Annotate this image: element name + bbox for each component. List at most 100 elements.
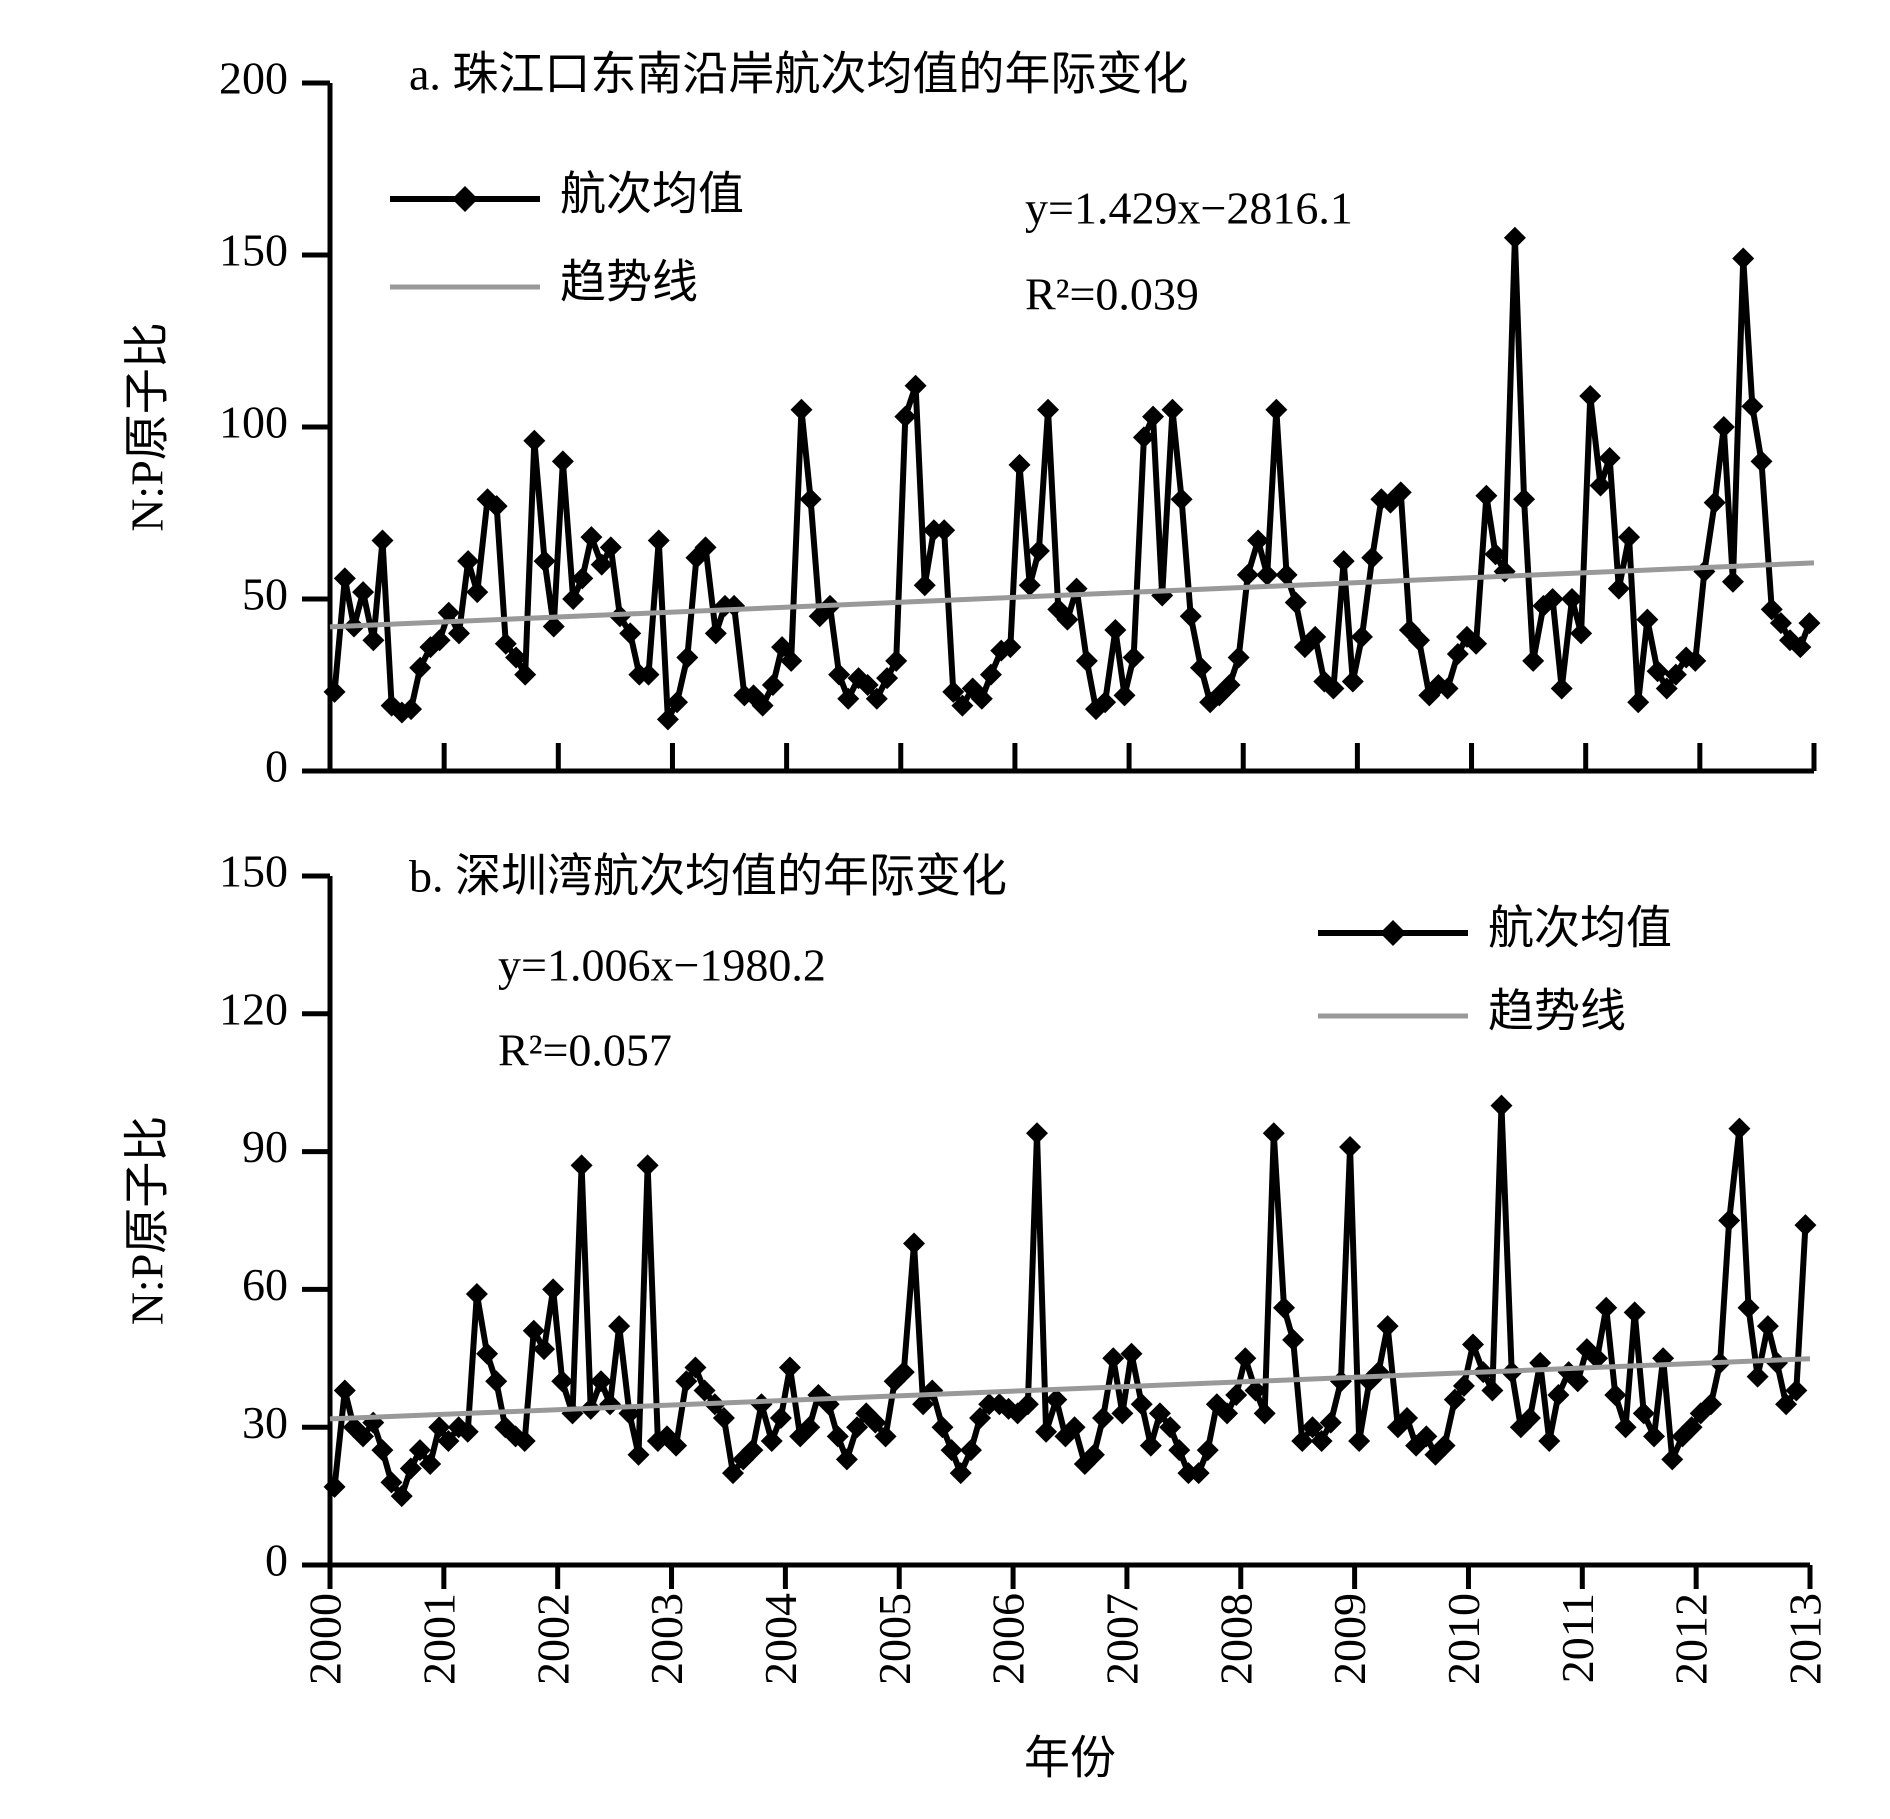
marker: [780, 649, 803, 672]
marker: [1589, 474, 1612, 497]
marker: [1728, 1117, 1751, 1140]
marker: [1319, 1411, 1342, 1434]
marker: [835, 1448, 858, 1471]
marker: [656, 708, 679, 731]
marker: [864, 1411, 887, 1434]
marker: [571, 567, 594, 590]
marker: [1008, 453, 1031, 476]
marker: [1322, 677, 1345, 700]
marker: [931, 1416, 954, 1439]
marker: [1703, 491, 1726, 514]
marker: [1075, 649, 1098, 672]
equation: y=1.429x−2816.1: [1025, 183, 1353, 234]
legend-label: 航次均值: [1488, 903, 1672, 954]
marker: [1113, 684, 1136, 707]
marker: [1522, 649, 1545, 672]
marker: [1627, 691, 1650, 714]
marker: [1721, 570, 1744, 593]
chart-title: b. 深圳湾航次均值的年际变化: [409, 851, 1007, 902]
marker: [570, 1154, 593, 1177]
marker: [1661, 1448, 1684, 1471]
marker: [771, 636, 794, 659]
marker: [1541, 588, 1564, 610]
marker: [903, 1232, 926, 1255]
marker: [589, 1370, 612, 1393]
marker: [1120, 1342, 1143, 1365]
marker: [1253, 1402, 1276, 1425]
marker: [419, 1452, 442, 1475]
marker: [580, 526, 603, 549]
marker: [1130, 1393, 1153, 1416]
y-axis-title: N:P原子比: [122, 1116, 173, 1326]
y-axis-title: N:P原子比: [122, 322, 173, 532]
marker: [1465, 632, 1488, 655]
marker: [1225, 1384, 1248, 1407]
marker: [912, 1393, 935, 1416]
marker: [694, 536, 717, 559]
marker: [1092, 1407, 1115, 1430]
marker: [894, 405, 917, 428]
marker: [1595, 1296, 1618, 1319]
marker: [856, 674, 879, 696]
marker: [1247, 529, 1270, 552]
marker: [693, 1379, 716, 1402]
x-tick-label: 2007: [1096, 1593, 1147, 1685]
marker: [979, 663, 1002, 686]
x-tick-label: 2000: [300, 1593, 351, 1685]
marker: [1027, 539, 1050, 562]
y-tick-label: 120: [219, 983, 288, 1034]
marker: [1275, 563, 1298, 586]
marker: [333, 567, 356, 590]
marker: [533, 1338, 556, 1361]
marker: [523, 429, 546, 452]
marker: [675, 1370, 698, 1393]
marker: [1179, 605, 1202, 628]
equation: R²=0.057: [498, 1025, 672, 1076]
marker: [1094, 691, 1117, 714]
marker: [741, 1439, 764, 1462]
marker: [1436, 677, 1459, 700]
marker: [1513, 488, 1536, 511]
trend-line: [329, 560, 1815, 630]
marker: [1756, 1315, 1779, 1338]
marker: [542, 1278, 565, 1301]
marker: [1794, 1214, 1817, 1237]
marker: [1646, 660, 1669, 683]
x-tick-label: 2005: [869, 1593, 920, 1685]
legend-label: 航次均值: [560, 169, 744, 220]
marker: [542, 615, 565, 638]
marker: [1045, 1388, 1068, 1411]
marker: [892, 1361, 915, 1384]
marker: [1785, 1379, 1808, 1402]
x-tick-label: 2010: [1438, 1593, 1489, 1685]
marker: [380, 1471, 403, 1494]
marker: [1196, 1439, 1219, 1462]
marker: [1122, 646, 1145, 669]
marker: [485, 1370, 508, 1393]
marker: [562, 588, 585, 610]
marker: [428, 1416, 451, 1439]
marker: [846, 1416, 869, 1439]
marker: [590, 553, 613, 576]
y-tick-label: 0: [265, 1535, 288, 1586]
y-tick-label: 200: [219, 53, 288, 104]
marker: [933, 519, 956, 542]
marker: [1063, 1416, 1086, 1439]
marker: [457, 550, 480, 573]
marker: [1395, 1407, 1418, 1430]
marker: [1273, 1296, 1296, 1319]
chart-title: a. 珠江口东南沿岸航次均值的年际变化: [409, 49, 1188, 100]
marker: [1265, 398, 1288, 421]
marker: [1304, 625, 1327, 648]
marker: [760, 1429, 783, 1452]
marker: [828, 663, 851, 686]
marker: [390, 1485, 413, 1508]
marker: [1415, 1425, 1438, 1448]
marker: [619, 622, 642, 645]
marker: [1586, 1347, 1609, 1370]
marker: [362, 629, 385, 652]
marker: [494, 632, 517, 655]
marker: [1433, 1434, 1456, 1457]
marker: [1680, 1416, 1703, 1439]
marker: [751, 694, 774, 717]
